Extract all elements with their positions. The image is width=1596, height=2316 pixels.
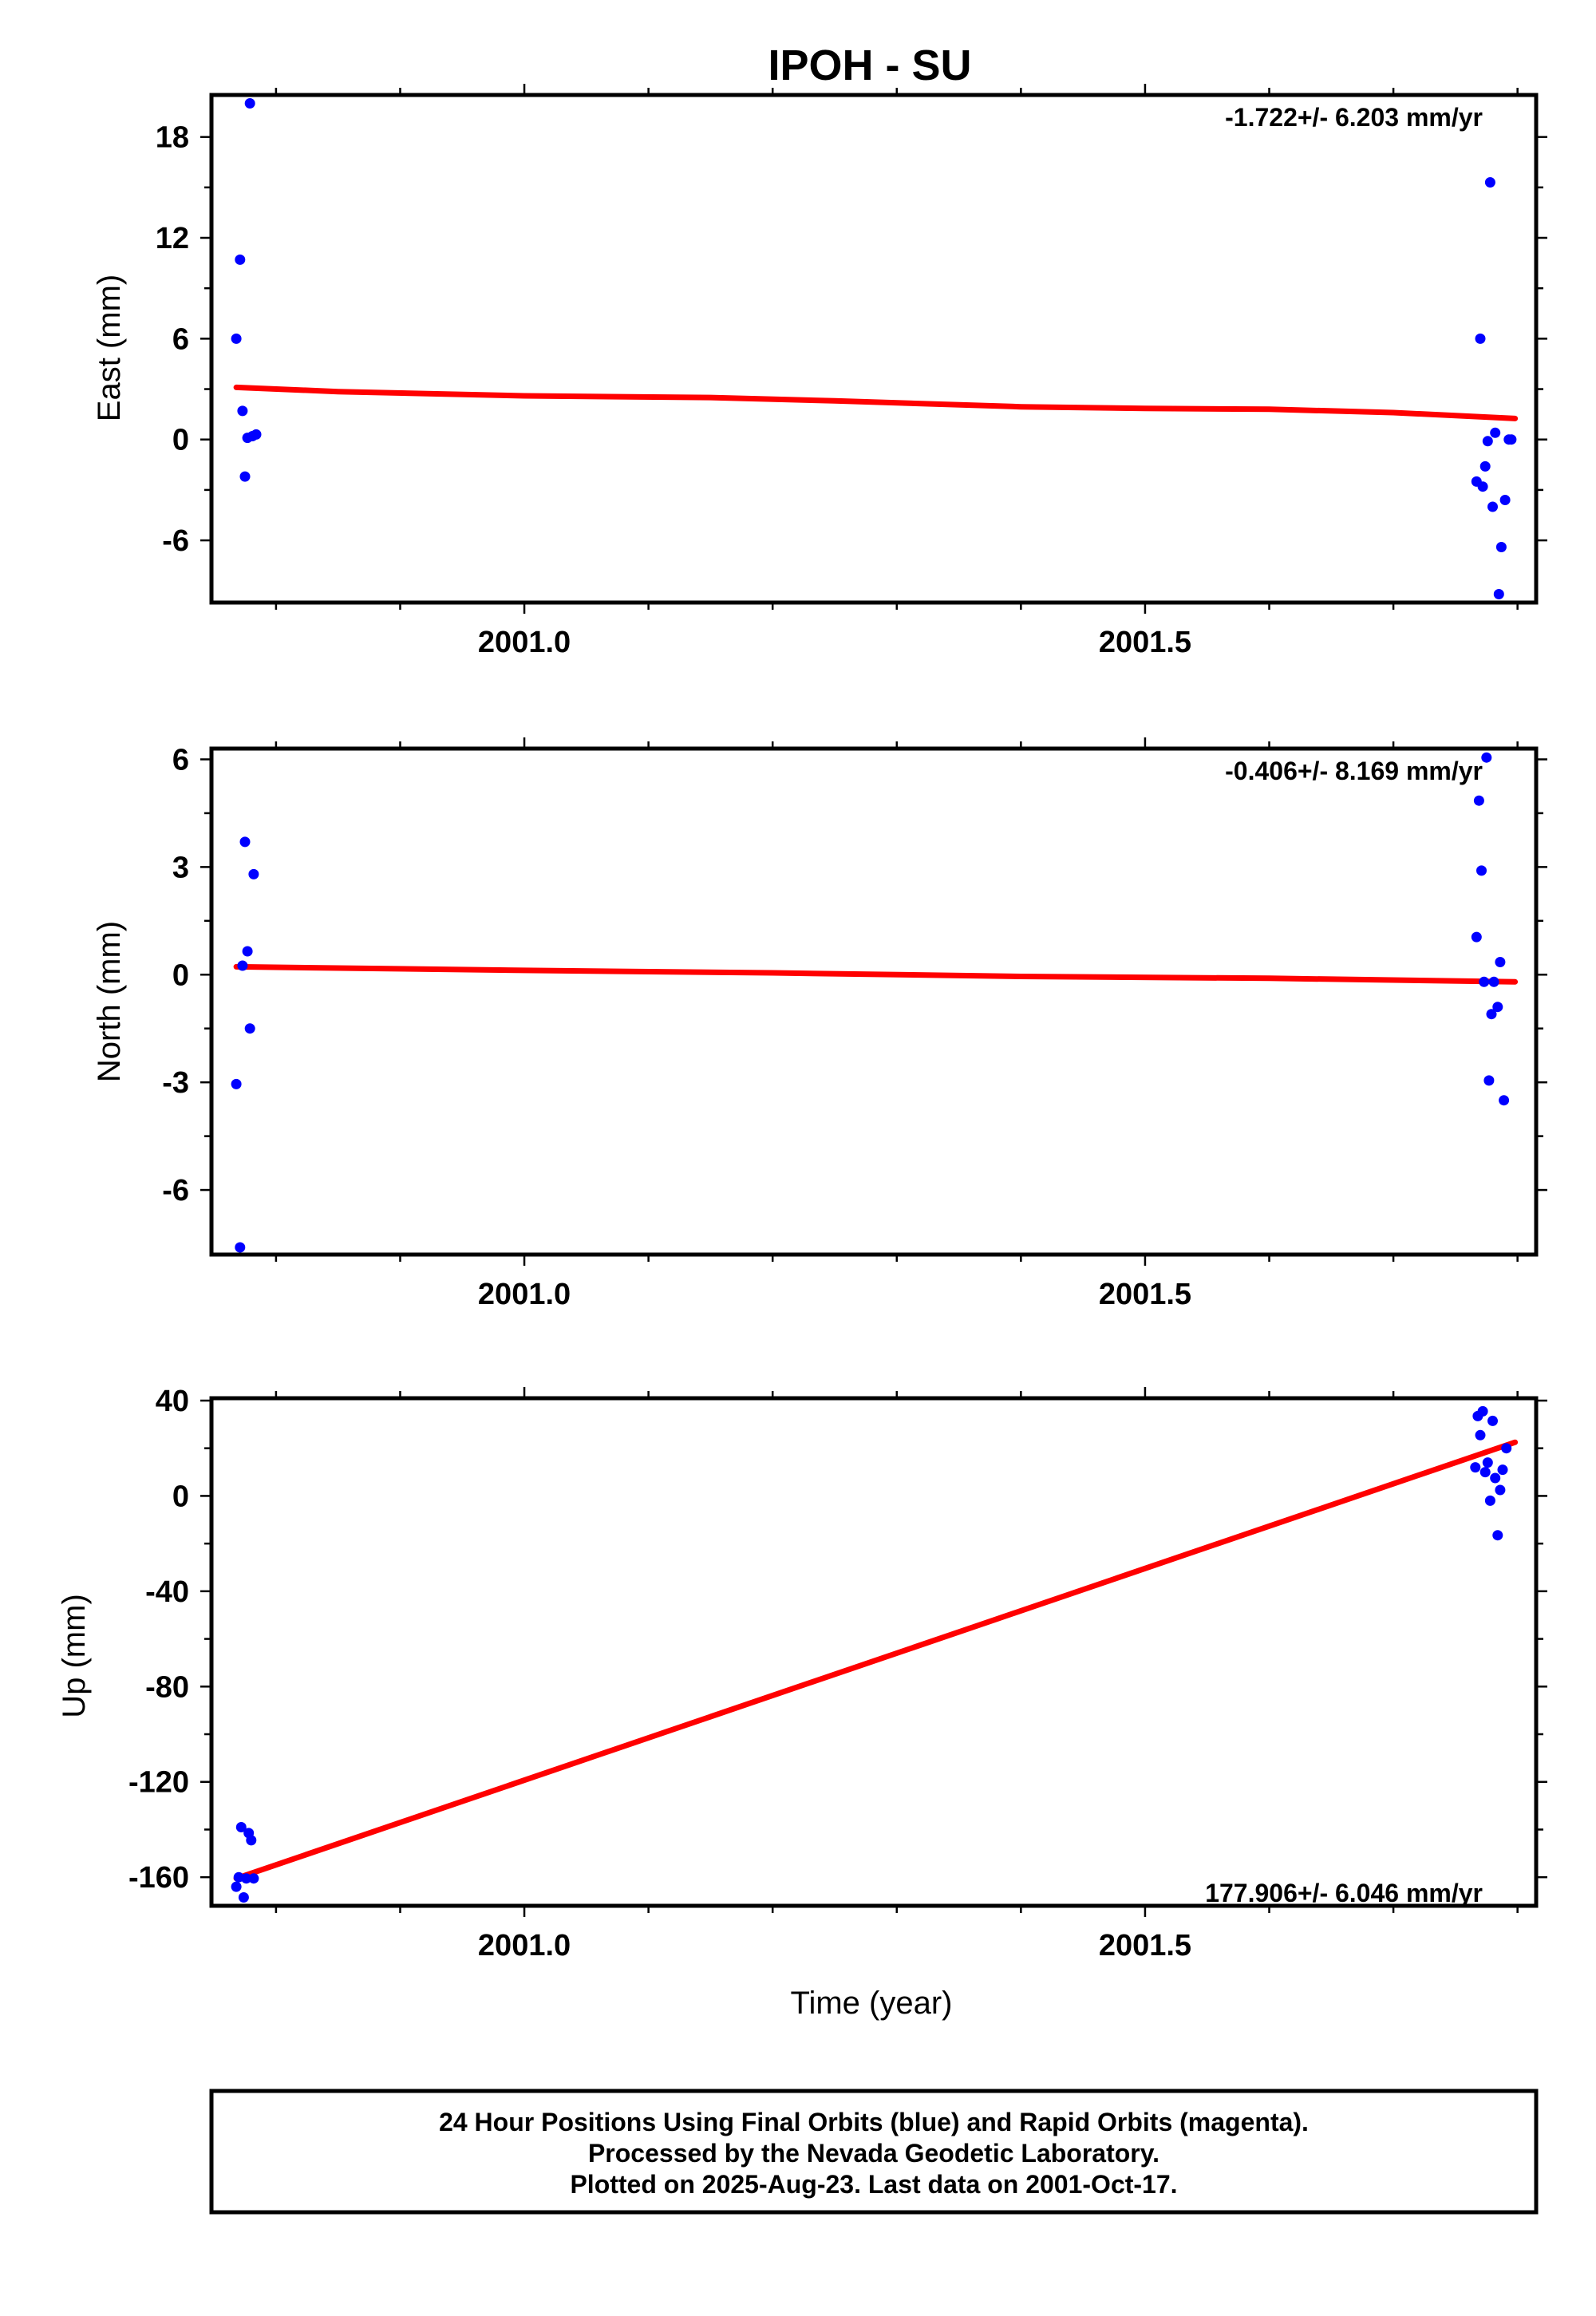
north-trend-line — [233, 963, 1519, 985]
east-y-tick-label: 12 — [156, 222, 189, 255]
north-data-point — [244, 1023, 255, 1034]
up-data-point — [1501, 1443, 1512, 1454]
east-y-axis-label: East (mm) — [92, 275, 127, 421]
up-data-point — [248, 1873, 259, 1884]
north-data-point — [242, 946, 253, 957]
north-plot-frame — [209, 746, 1539, 1257]
up-plot-frame — [209, 1396, 1539, 1908]
east-data-point — [231, 333, 242, 344]
footer-line-3: Plotted on 2025-Aug-23. Last data on 200… — [570, 2170, 1177, 2199]
up-data-point — [246, 1835, 257, 1846]
up-data-point — [1477, 1405, 1488, 1417]
east-x-tick-label: 2001.5 — [1099, 626, 1191, 659]
north-data-point — [1481, 752, 1492, 763]
east-data-point — [1475, 333, 1486, 344]
up-data-point — [1484, 1495, 1495, 1506]
east-data-point — [1482, 436, 1493, 447]
up-x-tick-label: 2001.0 — [478, 1929, 571, 1962]
east-data-point — [1495, 542, 1507, 552]
up-y-tick-label: 0 — [172, 1480, 189, 1513]
up-rate-label: 177.906+/- 6.046 mm/yr — [1205, 1879, 1483, 1907]
north-x-tick-label: 2001.0 — [478, 1278, 571, 1311]
east-y-tick-label: 0 — [172, 424, 189, 457]
east-data-point — [1493, 589, 1504, 599]
up-data-point — [235, 1822, 247, 1832]
east-data-point — [235, 254, 246, 265]
up-data-point — [1492, 1530, 1503, 1541]
up-y-tick-label: -120 — [128, 1766, 189, 1800]
north-data-point — [248, 868, 259, 879]
east-data-point — [1499, 495, 1511, 505]
footer-box: 24 Hour Positions Using Final Orbits (bl… — [209, 2089, 1539, 2215]
east-data-point — [244, 98, 255, 109]
east-data-point — [1506, 434, 1517, 445]
east-rate-label: -1.722+/- 6.203 mm/yr — [1225, 103, 1483, 132]
north-y-tick-label: 3 — [172, 851, 189, 884]
east-data-point — [1479, 460, 1491, 472]
north-rate-label: -0.406+/- 8.169 mm/yr — [1225, 757, 1483, 785]
chart-title: IPOH - SU — [768, 41, 971, 89]
north-data-point — [1479, 976, 1490, 987]
up-data-point — [1479, 1467, 1491, 1478]
up-data-point — [1490, 1472, 1501, 1484]
north-data-point — [1486, 1009, 1497, 1020]
up-data-point — [1487, 1415, 1498, 1426]
east-data-point — [251, 429, 262, 440]
east-data-point — [237, 405, 248, 417]
north-data-point — [1471, 931, 1482, 943]
north-y-tick-label: -3 — [162, 1066, 189, 1100]
north-data-point — [1492, 1002, 1503, 1013]
up-y-tick-label: -80 — [145, 1670, 189, 1704]
up-data-point — [1482, 1457, 1493, 1468]
footer-line-1: 24 Hour Positions Using Final Orbits (bl… — [439, 2108, 1309, 2136]
north-data-point — [1473, 795, 1484, 806]
north-data-point — [1488, 976, 1499, 987]
north-data-point — [1499, 1095, 1510, 1106]
east-data-point — [1490, 427, 1501, 438]
north-panel: North (mm) -0.406+/- 8.169 mm/yr 2001.0 2… — [92, 737, 1547, 1311]
north-data-point — [1476, 865, 1487, 876]
north-y-tick-label: 6 — [172, 743, 189, 777]
up-data-point — [241, 1873, 252, 1884]
east-data-point — [1484, 177, 1495, 188]
footer-line-2: Processed by the Nevada Geodetic Laborat… — [588, 2139, 1159, 2168]
north-data-point — [1495, 957, 1506, 967]
north-data-point — [237, 960, 248, 971]
up-data-point — [1495, 1484, 1506, 1496]
up-y-axis-label: Up (mm) — [57, 1594, 92, 1718]
north-data-point — [239, 836, 251, 848]
up-y-tick-label: -160 — [128, 1861, 189, 1895]
north-x-tick-label: 2001.5 — [1099, 1278, 1191, 1311]
up-panel: Up (mm) 177.906+/- 6.046 mm/yr Time (yea… — [57, 1385, 1547, 2021]
up-y-tick-label: -40 — [145, 1575, 189, 1609]
east-y-tick-label: 6 — [172, 322, 189, 356]
north-data-point — [1483, 1075, 1495, 1086]
east-data-point — [1477, 481, 1488, 492]
east-data-point — [1487, 501, 1498, 512]
up-data-point — [238, 1892, 249, 1903]
up-x-tick-label: 2001.5 — [1099, 1929, 1191, 1962]
east-x-tick-label: 2001.0 — [478, 626, 571, 659]
up-trend-line — [233, 1439, 1519, 1882]
east-panel: East (mm) -1.722+/- 6.203 mm/yr 2001.0 20… — [92, 84, 1547, 659]
east-data-point — [239, 471, 251, 482]
up-data-point — [1470, 1462, 1481, 1473]
up-data-point — [1497, 1464, 1508, 1476]
north-data-point — [235, 1242, 246, 1253]
north-y-tick-label: -6 — [162, 1174, 189, 1207]
east-trend-line — [233, 384, 1519, 421]
north-y-tick-label: 0 — [172, 958, 189, 992]
east-y-tick-label: -6 — [162, 524, 189, 558]
up-data-point — [1475, 1429, 1486, 1441]
north-y-axis-label: North (mm) — [92, 921, 127, 1082]
up-data-point — [231, 1881, 242, 1892]
x-axis-label: Time (year) — [791, 1986, 953, 2021]
up-y-tick-label: 40 — [156, 1385, 189, 1418]
east-plot-frame — [209, 93, 1539, 605]
north-data-point — [231, 1078, 242, 1089]
east-y-tick-label: 18 — [156, 121, 189, 155]
